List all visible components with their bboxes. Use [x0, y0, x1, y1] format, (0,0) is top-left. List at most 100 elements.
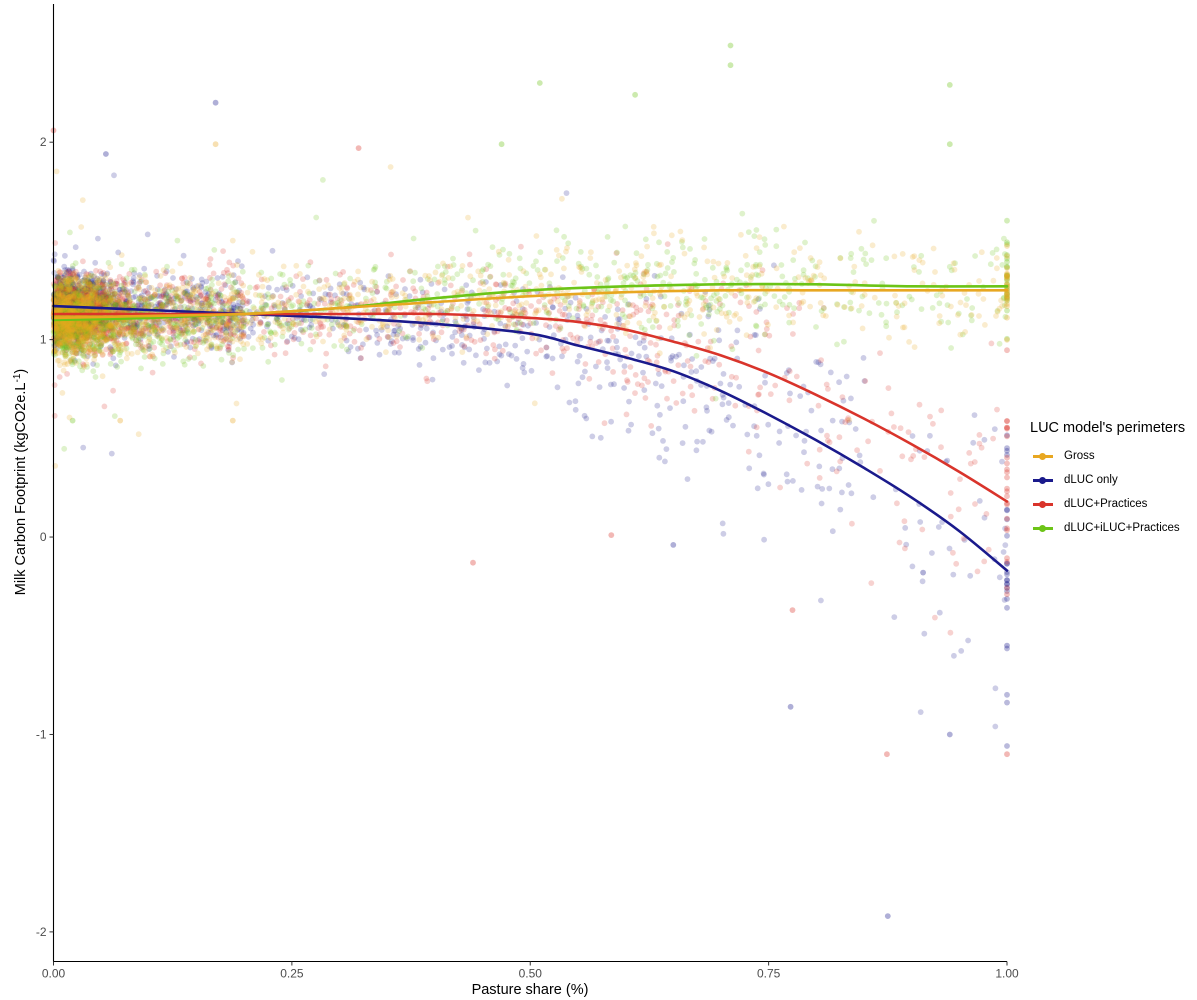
scatter-point	[95, 235, 101, 242]
scatter-point	[706, 427, 713, 434]
scatter-point	[1004, 424, 1010, 431]
scatter-point	[839, 394, 846, 400]
scatter-point	[416, 362, 423, 368]
scatter-point	[976, 278, 982, 284]
scatter-point	[833, 468, 840, 475]
scatter-point	[183, 279, 190, 286]
scatter-point	[786, 397, 793, 404]
scatter-point	[494, 358, 501, 365]
scatter-point	[69, 297, 75, 304]
scatter-point	[96, 277, 103, 283]
scatter-point	[209, 276, 216, 283]
scatter-point	[122, 279, 128, 286]
scatter-point	[589, 433, 596, 440]
scatter-point	[856, 452, 863, 459]
scatter-point	[332, 292, 338, 299]
scatter-point	[814, 483, 821, 490]
scatter-point	[72, 357, 78, 364]
scatter-point	[658, 383, 665, 389]
scatter-point	[128, 266, 135, 273]
scatter-point	[326, 326, 333, 333]
scatter-point	[720, 530, 727, 537]
scatter-point	[55, 307, 62, 313]
scatter-point	[654, 402, 661, 409]
scatter-point	[67, 333, 74, 339]
scatter-point	[59, 299, 66, 306]
scatter-point	[751, 233, 758, 240]
scatter-point	[423, 375, 430, 382]
scatter-point	[868, 580, 875, 586]
scatter-point	[549, 370, 556, 376]
scatter-point	[538, 347, 544, 354]
scatter-point	[541, 302, 548, 308]
scatter-point	[972, 253, 978, 259]
scatter-point	[936, 313, 943, 319]
scatter-point	[454, 271, 461, 278]
scatter-point	[582, 361, 589, 367]
scatter-point	[472, 227, 479, 234]
scatter-point	[99, 298, 105, 305]
scatter-point	[80, 444, 87, 451]
scatter-point	[138, 365, 144, 372]
scatter-point	[559, 345, 566, 352]
scatter-point	[519, 335, 526, 342]
scatter-point	[65, 294, 72, 301]
scatter-point	[663, 311, 670, 318]
scatter-point	[87, 286, 94, 293]
scatter-point	[705, 313, 712, 320]
scatter-point	[1004, 474, 1010, 481]
scatter-point	[693, 270, 700, 277]
scatter-point	[951, 652, 957, 659]
scatter-point	[489, 244, 496, 251]
scatter-point	[470, 559, 476, 566]
scatter-point	[68, 293, 75, 299]
scatter-point	[92, 325, 99, 332]
scatter-point	[331, 343, 338, 349]
scatter-point	[744, 431, 751, 438]
scatter-point	[628, 421, 634, 428]
scatter-point	[920, 569, 926, 576]
scatter-point	[946, 545, 953, 552]
scatter-point	[117, 289, 123, 296]
scatter-point	[99, 373, 106, 380]
scatter-point	[608, 327, 614, 334]
scatter-point	[727, 62, 734, 69]
scatter-point	[784, 478, 791, 485]
scatter-point	[801, 437, 808, 444]
scatter-point	[464, 300, 471, 306]
scatter-point	[52, 295, 59, 301]
scatter-point	[103, 151, 109, 157]
scatter-point	[73, 328, 80, 335]
scatter-point	[596, 384, 603, 390]
scatter-point	[862, 378, 869, 384]
scatter-point	[719, 401, 726, 408]
scatter-point	[546, 280, 553, 287]
scatter-point	[280, 329, 286, 336]
scatter-point	[968, 317, 975, 324]
scatter-point	[140, 325, 147, 332]
scatter-point	[506, 250, 513, 257]
scatter-point	[397, 344, 403, 350]
scatter-point	[947, 490, 954, 496]
scatter-point	[461, 343, 468, 349]
scatter-point	[321, 371, 328, 377]
scatter-point	[157, 282, 164, 289]
scatter-point	[385, 334, 391, 340]
scatter-point	[702, 291, 708, 298]
scatter-point	[195, 350, 201, 357]
scatter-point	[746, 465, 753, 472]
scatter-point	[929, 305, 936, 311]
scatter-point	[144, 231, 151, 238]
scatter-point	[83, 329, 89, 336]
scatter-point	[429, 376, 436, 383]
scatter-point	[883, 255, 890, 262]
scatter-point	[199, 302, 205, 309]
scatter-point	[91, 322, 98, 328]
scatter-point	[728, 373, 735, 380]
scatter-point	[87, 341, 94, 348]
scatter-point	[517, 320, 523, 326]
scatter-point	[561, 311, 568, 318]
scatter-point	[673, 400, 680, 406]
scatter-point	[98, 293, 104, 300]
